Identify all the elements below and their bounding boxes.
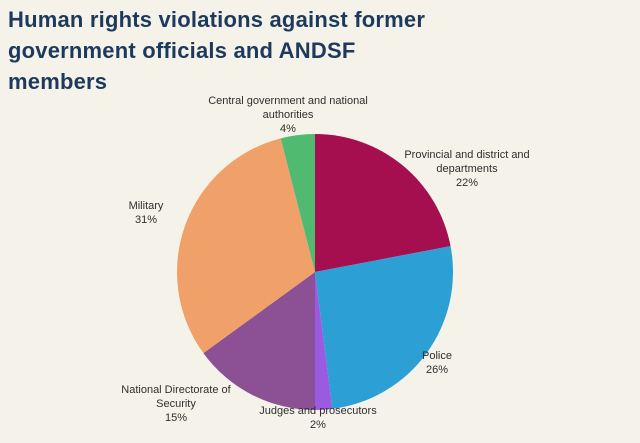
slice-label-central-government: Central government and national authorit…	[198, 94, 378, 136]
slice-label-military: Military 31%	[96, 199, 196, 227]
slice-label-pct: 22%	[455, 177, 479, 189]
slice-label-police: Police 26%	[397, 349, 477, 377]
slice-label-text: National Directorate of Security	[121, 384, 231, 410]
pie-slice-5	[280, 134, 315, 272]
slice-label-pct: 26%	[425, 364, 449, 376]
pie-slice-4	[177, 138, 315, 354]
pie-slice-1	[315, 246, 454, 409]
chart-title-line-3: members	[8, 69, 108, 94]
slice-label-text: Provincial and district and departments	[404, 149, 530, 175]
chart-title-line-1: Human rights violations against former	[8, 7, 426, 32]
pie-slice-0	[315, 134, 451, 272]
slice-label-judges-prosecutors: Judges and prosecutors 2%	[238, 404, 398, 432]
slice-label-text: Military	[128, 200, 164, 212]
slice-label-pct: 4%	[280, 123, 296, 135]
pie-slice-2	[315, 272, 333, 410]
chart-title: Human rights violations against former g…	[8, 4, 488, 97]
slice-label-text: Central government and national authorit…	[208, 95, 368, 121]
pie-chart-svg	[177, 134, 454, 410]
pie-chart	[177, 134, 454, 410]
slice-label-text: Police	[422, 350, 452, 362]
slice-label-pct: 31%	[134, 214, 158, 226]
slice-label-national-directorate-security: National Directorate of Security 15%	[101, 383, 251, 425]
pie-slice-3	[203, 272, 315, 410]
slice-label-provincial-district: Provincial and district and departments …	[381, 148, 553, 190]
slice-label-text: Judges and prosecutors	[259, 405, 377, 417]
slice-label-pct: 2%	[310, 419, 326, 431]
slice-label-pct: 15%	[164, 412, 188, 424]
chart-title-line-2: government officials and ANDSF	[8, 38, 356, 63]
